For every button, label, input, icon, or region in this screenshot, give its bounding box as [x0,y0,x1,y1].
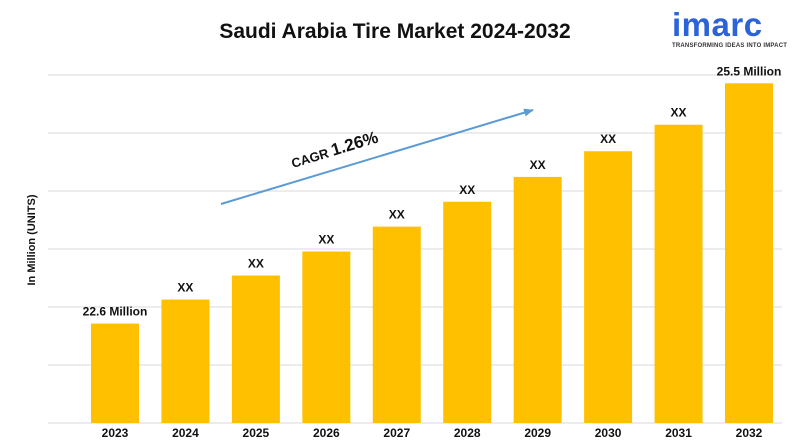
cagr-prefix: CAGR [290,144,334,170]
data-label-2024: XX [177,281,193,295]
x-axis-ticks: 2023 2024 2025 2026 2027 2028 2029 2030 2031 2032 [102,426,763,440]
x-tick-2030: 2030 [595,426,622,440]
bars [91,83,773,424]
data-label-2025: XX [248,257,264,271]
bar-2029 [513,176,562,423]
imarc-logo: imarc TRANSFORMING IDEAS INTO IMPACT [672,6,797,56]
x-tick-2026: 2026 [313,426,340,440]
logo-tagline: TRANSFORMING IDEAS INTO IMPACT [672,43,788,49]
x-tick-2027: 2027 [383,426,410,440]
data-label-2023: 22.6 Million [83,305,148,319]
cagr-value: 1.26% [329,128,381,160]
y-axis-label: In Million (UNITS) [26,194,38,285]
bar-2032 [725,83,773,424]
chart-title: Saudi Arabia Tire Market 2024-2032 [219,20,571,43]
bar-2026 [302,251,351,423]
data-label-2026: XX [318,232,334,246]
x-tick-2031: 2031 [665,426,692,440]
cagr-arrow [220,108,534,205]
bar-2025 [231,275,280,423]
x-tick-2023: 2023 [102,426,129,440]
bar-2024 [161,299,210,423]
logo-wordmark: imarc [672,6,763,43]
data-label-2027: XX [389,208,405,222]
x-tick-2025: 2025 [243,426,270,440]
bar-2030 [584,151,633,423]
data-labels: 22.6 Million XX XX XX XX XX XX XX XX 25.5 Million [83,64,782,318]
bar-2027 [372,226,421,423]
x-tick-2024: 2024 [172,426,199,440]
data-label-2032: 25.5 Million [717,64,782,78]
x-tick-2032: 2032 [736,426,763,440]
cagr-annotation: CAGR 1.26% [289,128,381,172]
x-tick-2028: 2028 [454,426,481,440]
bar-2028 [443,201,492,423]
data-label-2028: XX [459,183,475,197]
data-label-2030: XX [600,132,616,146]
bar-2023 [91,323,139,423]
x-tick-2029: 2029 [524,426,551,440]
bar-2031 [654,124,703,423]
data-label-2029: XX [530,158,546,172]
data-label-2031: XX [671,106,687,120]
